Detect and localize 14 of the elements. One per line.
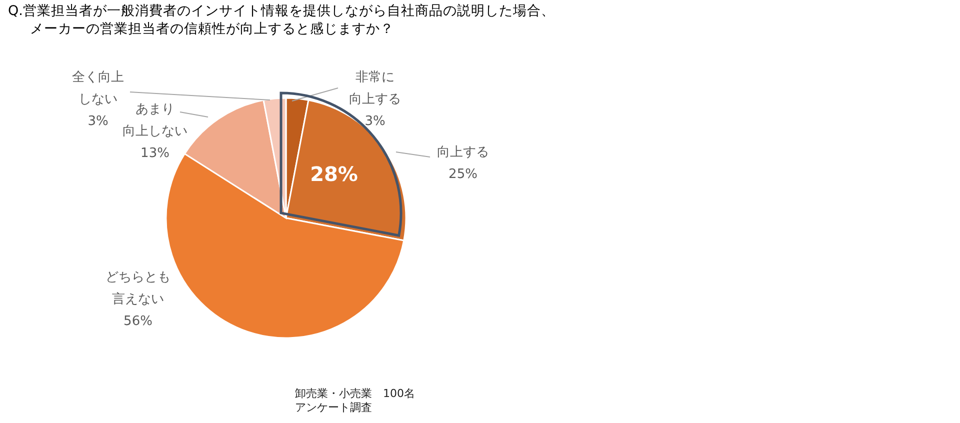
slice-label: あまり向上しない (122, 102, 188, 139)
slice-label: 向上する (437, 145, 489, 160)
data-label: 25% (448, 167, 478, 182)
data-label: 56% (124, 314, 152, 329)
data-label: 13% (140, 146, 170, 161)
text: 卸売業・小売業 100名 (295, 387, 415, 401)
slice-label: 全く向上しない (72, 70, 124, 107)
chart-title: Q.営業担当者が一般消費者のインサイト情報を提供しながら自社商品の説明した場合、メーカーの営業担当者の信頼性が向上すると感じますか？ (8, 2, 555, 38)
slice-label: 非常に向上する (349, 70, 401, 107)
slice-label: どちらとも言えない (106, 270, 170, 307)
text: 28% (310, 162, 358, 186)
text: アンケート調査 (295, 401, 373, 415)
data-label: 3% (88, 114, 108, 129)
data-label: 3% (364, 114, 386, 129)
